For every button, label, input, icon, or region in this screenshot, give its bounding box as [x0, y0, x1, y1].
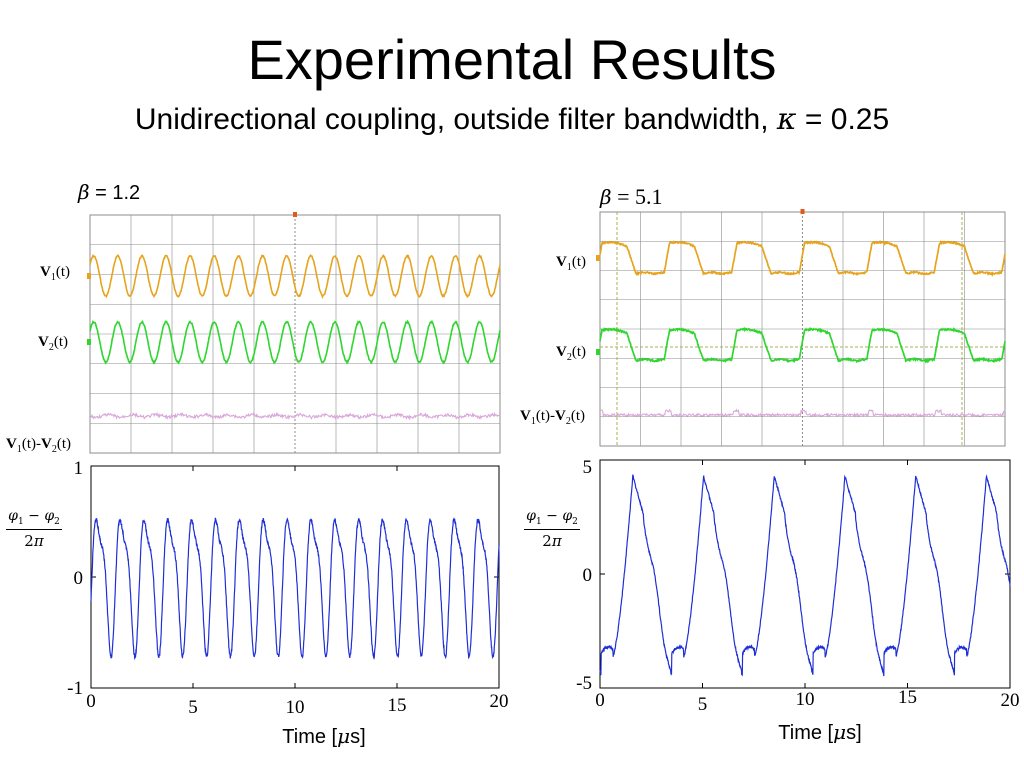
left-xlabel: Time [μs] — [282, 724, 366, 748]
left-phase-ylabel: φ1 − φ2 2π — [6, 508, 62, 550]
kappa-value: = 0.25 — [796, 103, 890, 136]
beta-left-label: β = 1.2 — [78, 180, 140, 205]
left-phase-xtick-label: 20 — [490, 691, 509, 712]
right-diff-label: V1(t)-V2(t) — [520, 408, 586, 427]
left-phase-xtick-label: 5 — [188, 697, 198, 718]
right-phase-xtick-label: 15 — [898, 687, 917, 708]
left-phase-xtick-label: 15 — [388, 695, 407, 716]
beta-right-label: β = 5.1 — [600, 184, 662, 210]
right-scope-v2-trace — [599, 326, 1006, 364]
left-scope-v1-trace — [89, 253, 501, 300]
beta-symbol: β — [78, 180, 90, 204]
subtitle-text: Unidirectional coupling, outside filter … — [134, 103, 777, 136]
right-scope-channel-marker — [596, 349, 600, 355]
left-phase-ytick-label: 0 — [74, 568, 84, 589]
right-scope-v1-trace — [599, 239, 1006, 277]
left-scope-trigger-marker — [293, 212, 297, 217]
right-phase-ytick-label: 5 — [583, 457, 593, 478]
kappa-symbol: κ — [776, 102, 797, 137]
left-phase-xtick-label: 10 — [286, 697, 305, 718]
left-phase-ytick-label: -1 — [67, 678, 83, 699]
left-phase-ytick-label: 1 — [74, 458, 84, 479]
right-phase-xtick-label: 0 — [595, 690, 605, 711]
slide-title: Experimental Results — [247, 28, 777, 91]
slide-subtitle: Unidirectional coupling, outside filter … — [0, 100, 1024, 140]
right-phase-xtick-label: 5 — [698, 694, 708, 715]
left-phase-axes-frame — [90, 465, 500, 689]
left-v2-label: V2(t) — [38, 334, 69, 353]
beta-symbol: β — [600, 185, 612, 209]
left-v1-label: V1(t) — [40, 264, 71, 283]
right-scope-diff-trace — [599, 408, 1006, 418]
right-scope-trigger-marker — [800, 209, 805, 214]
right-phase-axes-frame — [599, 459, 1011, 689]
right-scope-channel-marker — [596, 255, 600, 261]
beta-value: = 5.1 — [611, 184, 663, 209]
right-v2-label: V2(t) — [556, 344, 587, 363]
left-scope-channel-marker — [87, 273, 91, 279]
left-scope-v2-trace — [89, 319, 501, 365]
beta-value: = 1.2 — [89, 182, 141, 204]
left-scope-channel-marker — [87, 339, 91, 345]
right-phase-line — [599, 474, 1011, 677]
right-phase-xtick-label: 10 — [796, 689, 815, 710]
right-phase-xtick-label: 20 — [1001, 690, 1020, 711]
right-v1-label: V1(t) — [556, 254, 587, 273]
left-phase-line — [90, 517, 500, 661]
left-scope-diff-trace — [89, 411, 501, 421]
right-phase-ytick-label: -5 — [576, 673, 592, 694]
left-phase-xtick-label: 0 — [86, 691, 96, 712]
right-phase-ytick-label: 0 — [583, 565, 593, 586]
left-diff-label: V1(t)-V2(t) — [6, 436, 72, 455]
right-phase-ylabel: φ1 − φ2 2π — [524, 508, 580, 550]
right-xlabel: Time [μs] — [778, 720, 862, 744]
